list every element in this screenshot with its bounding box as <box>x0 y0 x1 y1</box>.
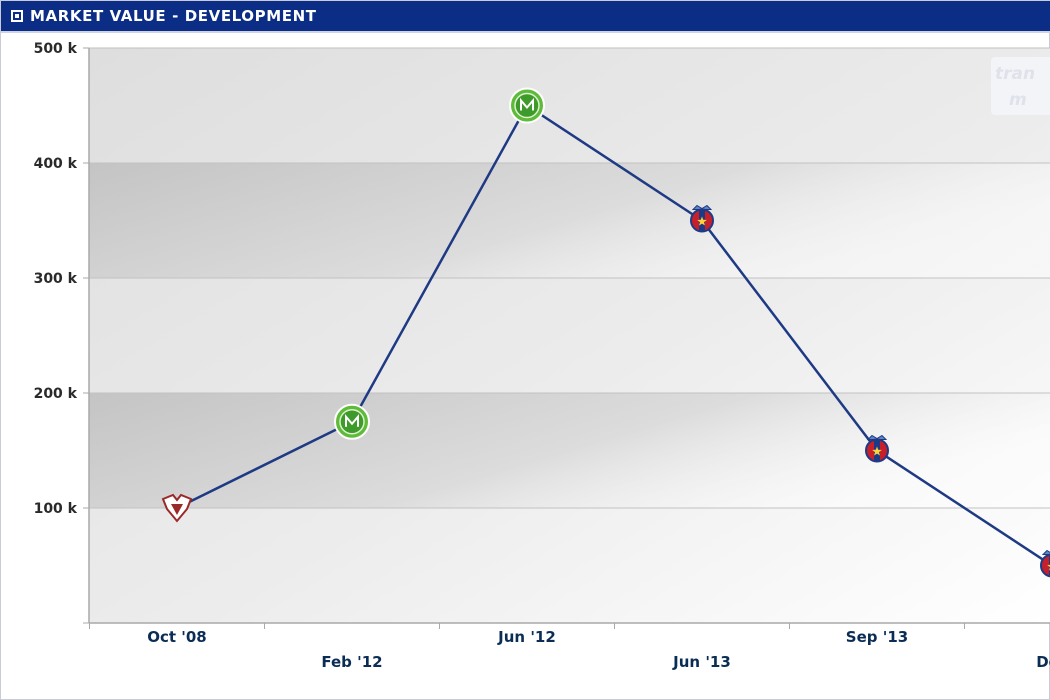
panel-header: MARKET VALUE - DEVELOPMENT <box>1 1 1050 33</box>
y-tick-label-4: 500 k <box>34 41 78 57</box>
panel-title: MARKET VALUE - DEVELOPMENT <box>30 7 317 25</box>
crest-crown <box>691 204 713 210</box>
star-icon <box>697 216 707 226</box>
data-point-1[interactable] <box>334 403 370 440</box>
alternating-bands <box>89 163 1050 508</box>
data-point-2[interactable] <box>509 87 545 124</box>
green-round-badge-icon <box>334 403 370 440</box>
x-axis-labels: Oct '08 Feb '12 Jun '12 Jun '13 Sep '13 Dec <box>147 628 1050 671</box>
data-point-markers <box>161 87 1050 578</box>
series-line <box>176 104 1050 566</box>
plot-background <box>89 48 1050 623</box>
y-tick-label-3: 400 k <box>34 156 78 172</box>
x-tick-label-2: Jun '12 <box>497 628 556 646</box>
gridlines <box>89 47 1050 509</box>
red-white-shield-badge-icon <box>161 493 193 523</box>
watermark-background <box>991 57 1050 115</box>
shield-emblem <box>171 504 183 515</box>
y-tick-label-1: 200 k <box>34 386 78 402</box>
x-tick-label-3: Jun '13 <box>672 653 731 671</box>
red-blue-star-crest-badge-icon <box>690 204 714 233</box>
watermark-text-line2: m <box>1009 90 1027 110</box>
series-line-group <box>176 104 1050 566</box>
axes <box>83 47 1050 629</box>
y-tick-label-2: 300 k <box>34 271 78 287</box>
star-icon <box>872 446 882 456</box>
data-point-4[interactable] <box>865 434 889 463</box>
x-tick-label-5: Dec <box>1036 653 1050 671</box>
data-point-3[interactable] <box>690 204 714 233</box>
badge-inner-disc <box>514 92 540 119</box>
x-tick-label-4: Sep '13 <box>846 628 908 646</box>
data-point-0[interactable] <box>161 493 193 523</box>
green-round-badge-icon <box>509 87 545 124</box>
x-tick-label-1: Feb '12 <box>321 653 382 671</box>
badge-emblem <box>520 97 534 111</box>
x-tick-label-0: Oct '08 <box>147 628 207 646</box>
badge-inner-disc <box>339 409 365 435</box>
y-tick-label-0: 100 k <box>34 501 78 517</box>
crest-crown <box>1041 549 1050 555</box>
band-1 <box>89 163 1050 278</box>
crest-crown <box>866 434 888 440</box>
watermark-text-line1: tran <box>995 64 1035 84</box>
band-0 <box>89 393 1050 508</box>
market-value-chart: tran m 100 k 200 k 300 k 400 k 500 k Oct '08… <box>34 41 1050 671</box>
star-icon <box>1047 564 1050 571</box>
plot-area <box>89 48 1050 623</box>
y-axis-labels: 100 k 200 k 300 k 400 k 500 k <box>34 41 78 517</box>
crest-disc <box>1040 553 1050 578</box>
watermark-logo: tran m <box>991 57 1050 115</box>
red-blue-star-crest-badge-icon <box>865 434 889 463</box>
badge-emblem <box>345 414 359 427</box>
panel-toggle-icon[interactable] <box>11 10 23 22</box>
